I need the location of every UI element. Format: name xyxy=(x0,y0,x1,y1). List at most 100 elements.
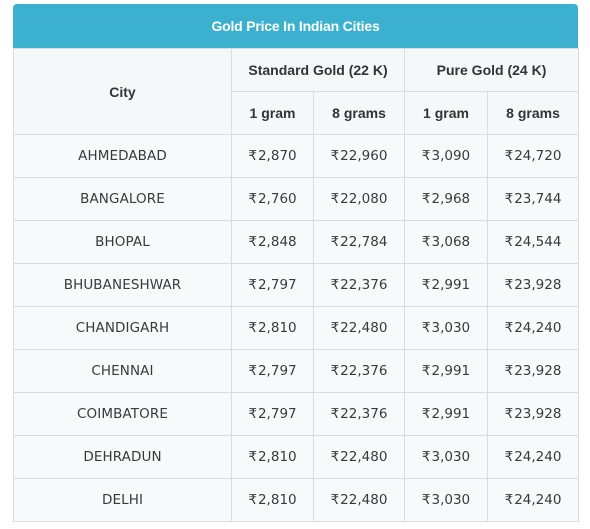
price-value: 24,720 xyxy=(514,148,562,164)
rupee-symbol: ₹ xyxy=(504,492,514,508)
price-value: 2,797 xyxy=(257,363,297,379)
pure-8-grams-price: ₹23,928 xyxy=(487,392,580,436)
header-pure-1-gram: 1 gram xyxy=(404,91,489,135)
gold-price-table-container: Gold Price In Indian Cities City Standar… xyxy=(13,4,580,522)
table-row: AHMEDABAD ₹2,870 ₹22,960 ₹3,090 ₹24,720 xyxy=(13,134,580,178)
price-value: 3,090 xyxy=(431,148,471,164)
pure-1-gram-price: ₹3,068 xyxy=(404,220,489,264)
standard-1-gram-price: ₹2,810 xyxy=(231,306,314,350)
price-value: 2,870 xyxy=(257,148,297,164)
price-value: 23,744 xyxy=(514,191,562,207)
rupee-symbol: ₹ xyxy=(330,406,340,422)
price-value: 23,928 xyxy=(514,277,562,293)
price-value: 22,376 xyxy=(340,277,388,293)
rupee-symbol: ₹ xyxy=(330,234,340,250)
price-value: 2,991 xyxy=(431,277,471,293)
standard-8-grams-price: ₹22,480 xyxy=(312,435,406,479)
rupee-symbol: ₹ xyxy=(504,234,514,250)
pure-1-gram-price: ₹3,030 xyxy=(404,306,489,350)
header-city: City xyxy=(13,48,232,135)
standard-8-grams-price: ₹22,960 xyxy=(312,134,406,178)
rupee-symbol: ₹ xyxy=(248,234,257,250)
rupee-symbol: ₹ xyxy=(248,191,257,207)
city-name: BHUBANESHWAR xyxy=(13,263,232,307)
table-row: DEHRADUN ₹2,810 ₹22,480 ₹3,030 ₹24,240 xyxy=(13,435,580,479)
standard-8-grams-price: ₹22,376 xyxy=(312,349,406,393)
rupee-symbol: ₹ xyxy=(504,277,514,293)
rupee-symbol: ₹ xyxy=(421,320,431,336)
price-value: 2,760 xyxy=(257,191,297,207)
pure-8-grams-price: ₹24,544 xyxy=(487,220,580,264)
table-row: DELHI ₹2,810 ₹22,480 ₹3,030 ₹24,240 xyxy=(13,478,580,522)
rupee-symbol: ₹ xyxy=(248,449,257,465)
standard-1-gram-price: ₹2,797 xyxy=(231,392,314,436)
price-value: 3,030 xyxy=(431,320,471,336)
table-row: CHENNAI ₹2,797 ₹22,376 ₹2,991 ₹23,928 xyxy=(13,349,580,393)
price-value: 23,928 xyxy=(514,406,562,422)
pure-1-gram-price: ₹2,991 xyxy=(404,349,489,393)
rupee-symbol: ₹ xyxy=(248,148,257,164)
header-pure-gold: Pure Gold (24 K) xyxy=(404,48,580,92)
header-standard-1-gram: 1 gram xyxy=(231,91,314,135)
standard-8-grams-price: ₹22,784 xyxy=(312,220,406,264)
price-value: 22,376 xyxy=(340,406,388,422)
price-value: 22,480 xyxy=(340,320,388,336)
rupee-symbol: ₹ xyxy=(330,449,340,465)
rupee-symbol: ₹ xyxy=(248,320,257,336)
pure-1-gram-price: ₹3,030 xyxy=(404,478,489,522)
table-caption: Gold Price In Indian Cities xyxy=(13,4,578,48)
standard-1-gram-price: ₹2,797 xyxy=(231,263,314,307)
pure-8-grams-price: ₹24,240 xyxy=(487,435,580,479)
price-value: 3,030 xyxy=(431,492,471,508)
city-name: COIMBATORE xyxy=(13,392,232,436)
pure-1-gram-price: ₹2,991 xyxy=(404,263,489,307)
rupee-symbol: ₹ xyxy=(330,191,340,207)
rupee-symbol: ₹ xyxy=(504,148,514,164)
table-row: BANGALORE ₹2,760 ₹22,080 ₹2,968 ₹23,744 xyxy=(13,177,580,221)
table-body: AHMEDABAD ₹2,870 ₹22,960 ₹3,090 ₹24,720 BANGA… xyxy=(13,134,580,522)
gold-price-table: City Standard Gold (22 K) Pure Gold (24 … xyxy=(13,48,580,522)
rupee-symbol: ₹ xyxy=(330,492,340,508)
rupee-symbol: ₹ xyxy=(421,363,431,379)
price-value: 2,848 xyxy=(257,234,297,250)
price-value: 2,810 xyxy=(257,449,297,465)
rupee-symbol: ₹ xyxy=(504,449,514,465)
standard-1-gram-price: ₹2,810 xyxy=(231,478,314,522)
header-pure-8-grams: 8 grams xyxy=(487,91,580,135)
rupee-symbol: ₹ xyxy=(421,148,431,164)
rupee-symbol: ₹ xyxy=(330,363,340,379)
price-value: 24,240 xyxy=(514,492,562,508)
rupee-symbol: ₹ xyxy=(421,492,431,508)
price-value: 24,240 xyxy=(514,320,562,336)
city-name: BANGALORE xyxy=(13,177,232,221)
price-value: 2,797 xyxy=(257,277,297,293)
standard-8-grams-price: ₹22,376 xyxy=(312,263,406,307)
rupee-symbol: ₹ xyxy=(421,449,431,465)
price-value: 22,960 xyxy=(340,148,388,164)
pure-8-grams-price: ₹24,240 xyxy=(487,478,580,522)
rupee-symbol: ₹ xyxy=(421,277,431,293)
price-value: 24,240 xyxy=(514,449,562,465)
pure-8-grams-price: ₹23,928 xyxy=(487,263,580,307)
rupee-symbol: ₹ xyxy=(248,406,257,422)
rupee-symbol: ₹ xyxy=(421,234,431,250)
price-value: 2,991 xyxy=(431,406,471,422)
rupee-symbol: ₹ xyxy=(330,148,340,164)
pure-8-grams-price: ₹24,720 xyxy=(487,134,580,178)
price-value: 22,376 xyxy=(340,363,388,379)
table-header: City Standard Gold (22 K) Pure Gold (24 … xyxy=(13,48,580,135)
rupee-symbol: ₹ xyxy=(248,363,257,379)
price-value: 22,080 xyxy=(340,191,388,207)
standard-8-grams-price: ₹22,480 xyxy=(312,478,406,522)
header-standard-8-grams: 8 grams xyxy=(312,91,406,135)
table-row: CHANDIGARH ₹2,810 ₹22,480 ₹3,030 ₹24,240 xyxy=(13,306,580,350)
price-value: 22,480 xyxy=(340,492,388,508)
rupee-symbol: ₹ xyxy=(330,320,340,336)
price-value: 2,810 xyxy=(257,320,297,336)
pure-1-gram-price: ₹3,090 xyxy=(404,134,489,178)
standard-8-grams-price: ₹22,480 xyxy=(312,306,406,350)
standard-1-gram-price: ₹2,848 xyxy=(231,220,314,264)
price-value: 22,784 xyxy=(340,234,388,250)
price-value: 2,810 xyxy=(257,492,297,508)
price-value: 2,968 xyxy=(431,191,471,207)
